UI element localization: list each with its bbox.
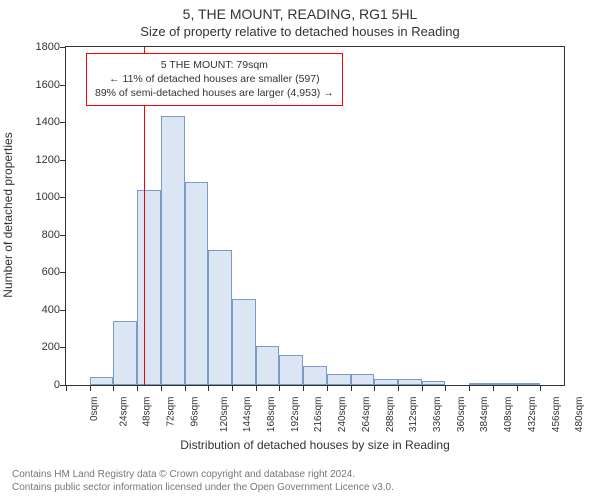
chart-title-sub: Size of property relative to detached ho…: [0, 24, 600, 39]
chart-container: 5, THE MOUNT, READING, RG1 5HL Size of p…: [0, 0, 600, 500]
histogram-bar: [398, 379, 422, 385]
x-tick-mark: [185, 386, 186, 391]
y-tick-label: 1200: [36, 154, 60, 166]
x-tick-mark: [232, 386, 233, 391]
x-tick-label: 264sqm: [361, 397, 372, 433]
y-tick-mark: [60, 197, 65, 198]
y-tick-mark: [60, 85, 65, 86]
y-tick-mark: [60, 235, 65, 236]
x-tick-label: 360sqm: [456, 397, 467, 433]
x-tick-label: 432sqm: [527, 397, 538, 433]
x-tick-mark: [469, 386, 470, 391]
histogram-bar: [351, 374, 375, 385]
histogram-bar: [493, 383, 517, 385]
y-tick-label: 800: [42, 229, 60, 241]
histogram-bar: [113, 321, 137, 385]
plot-area: 5 THE MOUNT: 79sqm ← 11% of detached hou…: [65, 46, 565, 386]
y-tick-mark: [60, 347, 65, 348]
histogram-bar: [374, 379, 398, 385]
x-tick-label: 0sqm: [89, 397, 100, 421]
x-tick-label: 384sqm: [480, 397, 491, 433]
histogram-bar: [185, 182, 209, 385]
y-tick-mark: [60, 272, 65, 273]
x-tick-mark: [351, 386, 352, 391]
y-tick-mark: [60, 385, 65, 386]
x-tick-mark: [137, 386, 138, 391]
annotation-line-1: 5 THE MOUNT: 79sqm: [95, 58, 334, 72]
x-tick-mark: [540, 386, 541, 391]
y-tick-label: 600: [42, 266, 60, 278]
x-tick-mark: [279, 386, 280, 391]
histogram-bar: [422, 381, 446, 385]
x-tick-mark: [422, 386, 423, 391]
x-tick-mark: [517, 386, 518, 391]
y-tick-mark: [60, 160, 65, 161]
histogram-bar: [90, 377, 114, 385]
x-tick-mark: [398, 386, 399, 391]
y-axis-label: Number of detached properties: [1, 132, 15, 297]
histogram-bar: [137, 190, 161, 385]
footer-line-2: Contains public sector information licen…: [12, 481, 394, 494]
x-tick-mark: [303, 386, 304, 391]
x-tick-label: 144sqm: [242, 397, 253, 433]
y-tick-mark: [60, 310, 65, 311]
x-tick-label: 480sqm: [574, 397, 585, 433]
x-axis-label: Distribution of detached houses by size …: [65, 438, 565, 452]
y-tick-label: 400: [42, 304, 60, 316]
y-tick-label: 1400: [36, 116, 60, 128]
histogram-bar: [303, 366, 327, 385]
annotation-box: 5 THE MOUNT: 79sqm ← 11% of detached hou…: [86, 53, 343, 106]
x-tick-mark: [208, 386, 209, 391]
histogram-bar: [256, 346, 280, 385]
y-tick-mark: [60, 122, 65, 123]
y-tick-label: 200: [42, 341, 60, 353]
y-tick-label: 1000: [36, 191, 60, 203]
x-tick-label: 24sqm: [118, 397, 129, 427]
histogram-bar: [469, 383, 493, 385]
x-tick-mark: [90, 386, 91, 391]
x-tick-mark: [161, 386, 162, 391]
annotation-line-3: 89% of semi-detached houses are larger (…: [95, 86, 334, 100]
footer-line-1: Contains HM Land Registry data © Crown c…: [12, 468, 394, 481]
histogram-bar: [208, 250, 232, 385]
histogram-bar: [232, 299, 256, 385]
y-tick-label: 1600: [36, 79, 60, 91]
x-tick-label: 72sqm: [166, 397, 177, 427]
annotation-line-2: ← 11% of detached houses are smaller (59…: [95, 72, 334, 86]
x-tick-label: 48sqm: [142, 397, 153, 427]
x-tick-label: 240sqm: [337, 397, 348, 433]
y-tick-label: 1800: [36, 41, 60, 53]
histogram-bar: [279, 355, 303, 385]
y-tick-mark: [60, 47, 65, 48]
x-tick-label: 216sqm: [314, 397, 325, 433]
x-tick-label: 288sqm: [385, 397, 396, 433]
x-tick-label: 336sqm: [432, 397, 443, 433]
x-tick-label: 192sqm: [290, 397, 301, 433]
histogram-bar: [327, 374, 351, 385]
histogram-bar: [517, 383, 541, 385]
footer-attribution: Contains HM Land Registry data © Crown c…: [12, 468, 394, 494]
x-tick-label: 312sqm: [408, 397, 419, 433]
x-tick-label: 456sqm: [551, 397, 562, 433]
x-tick-label: 96sqm: [189, 397, 200, 427]
x-tick-label: 120sqm: [219, 397, 230, 433]
x-tick-mark: [66, 386, 67, 391]
x-tick-label: 408sqm: [503, 397, 514, 433]
x-tick-mark: [113, 386, 114, 391]
x-tick-mark: [445, 386, 446, 391]
chart-title-main: 5, THE MOUNT, READING, RG1 5HL: [0, 6, 600, 22]
x-tick-mark: [256, 386, 257, 391]
x-tick-mark: [374, 386, 375, 391]
x-tick-mark: [493, 386, 494, 391]
histogram-bar: [161, 116, 185, 385]
x-tick-label: 168sqm: [266, 397, 277, 433]
x-tick-mark: [327, 386, 328, 391]
